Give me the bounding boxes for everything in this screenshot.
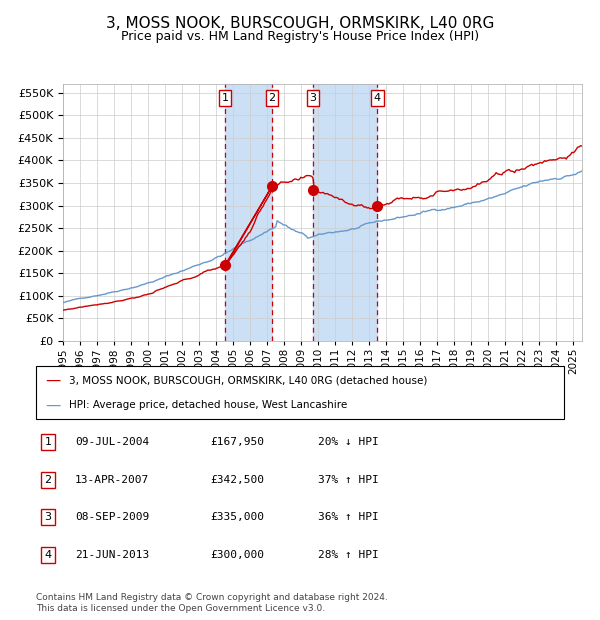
Text: 28% ↑ HPI: 28% ↑ HPI: [318, 550, 379, 560]
Text: 08-SEP-2009: 08-SEP-2009: [75, 512, 149, 522]
Text: 1: 1: [221, 93, 229, 103]
Text: 37% ↑ HPI: 37% ↑ HPI: [318, 475, 379, 485]
Text: 09-JUL-2004: 09-JUL-2004: [75, 437, 149, 447]
Text: 4: 4: [44, 550, 52, 560]
Text: 20% ↓ HPI: 20% ↓ HPI: [318, 437, 379, 447]
Text: 21-JUN-2013: 21-JUN-2013: [75, 550, 149, 560]
Bar: [313, 84, 377, 341]
Text: £342,500: £342,500: [210, 475, 264, 485]
Text: £335,000: £335,000: [210, 512, 264, 522]
Text: Contains HM Land Registry data © Crown copyright and database right 2024.
This d: Contains HM Land Registry data © Crown c…: [36, 593, 388, 613]
Text: 2: 2: [44, 475, 52, 485]
Text: 36% ↑ HPI: 36% ↑ HPI: [318, 512, 379, 522]
Text: 3: 3: [44, 512, 52, 522]
Text: 1: 1: [44, 437, 52, 447]
Text: £300,000: £300,000: [210, 550, 264, 560]
Text: —: —: [45, 373, 60, 388]
Text: 4: 4: [374, 93, 381, 103]
Text: 3, MOSS NOOK, BURSCOUGH, ORMSKIRK, L40 0RG (detached house): 3, MOSS NOOK, BURSCOUGH, ORMSKIRK, L40 0…: [69, 376, 427, 386]
Text: 3: 3: [310, 93, 316, 103]
Text: Price paid vs. HM Land Registry's House Price Index (HPI): Price paid vs. HM Land Registry's House …: [121, 30, 479, 43]
Text: —: —: [45, 398, 60, 413]
Text: 13-APR-2007: 13-APR-2007: [75, 475, 149, 485]
Text: HPI: Average price, detached house, West Lancashire: HPI: Average price, detached house, West…: [69, 401, 347, 410]
Text: 2: 2: [268, 93, 275, 103]
Bar: [225, 84, 272, 341]
Text: 3, MOSS NOOK, BURSCOUGH, ORMSKIRK, L40 0RG: 3, MOSS NOOK, BURSCOUGH, ORMSKIRK, L40 0…: [106, 16, 494, 30]
Text: £167,950: £167,950: [210, 437, 264, 447]
